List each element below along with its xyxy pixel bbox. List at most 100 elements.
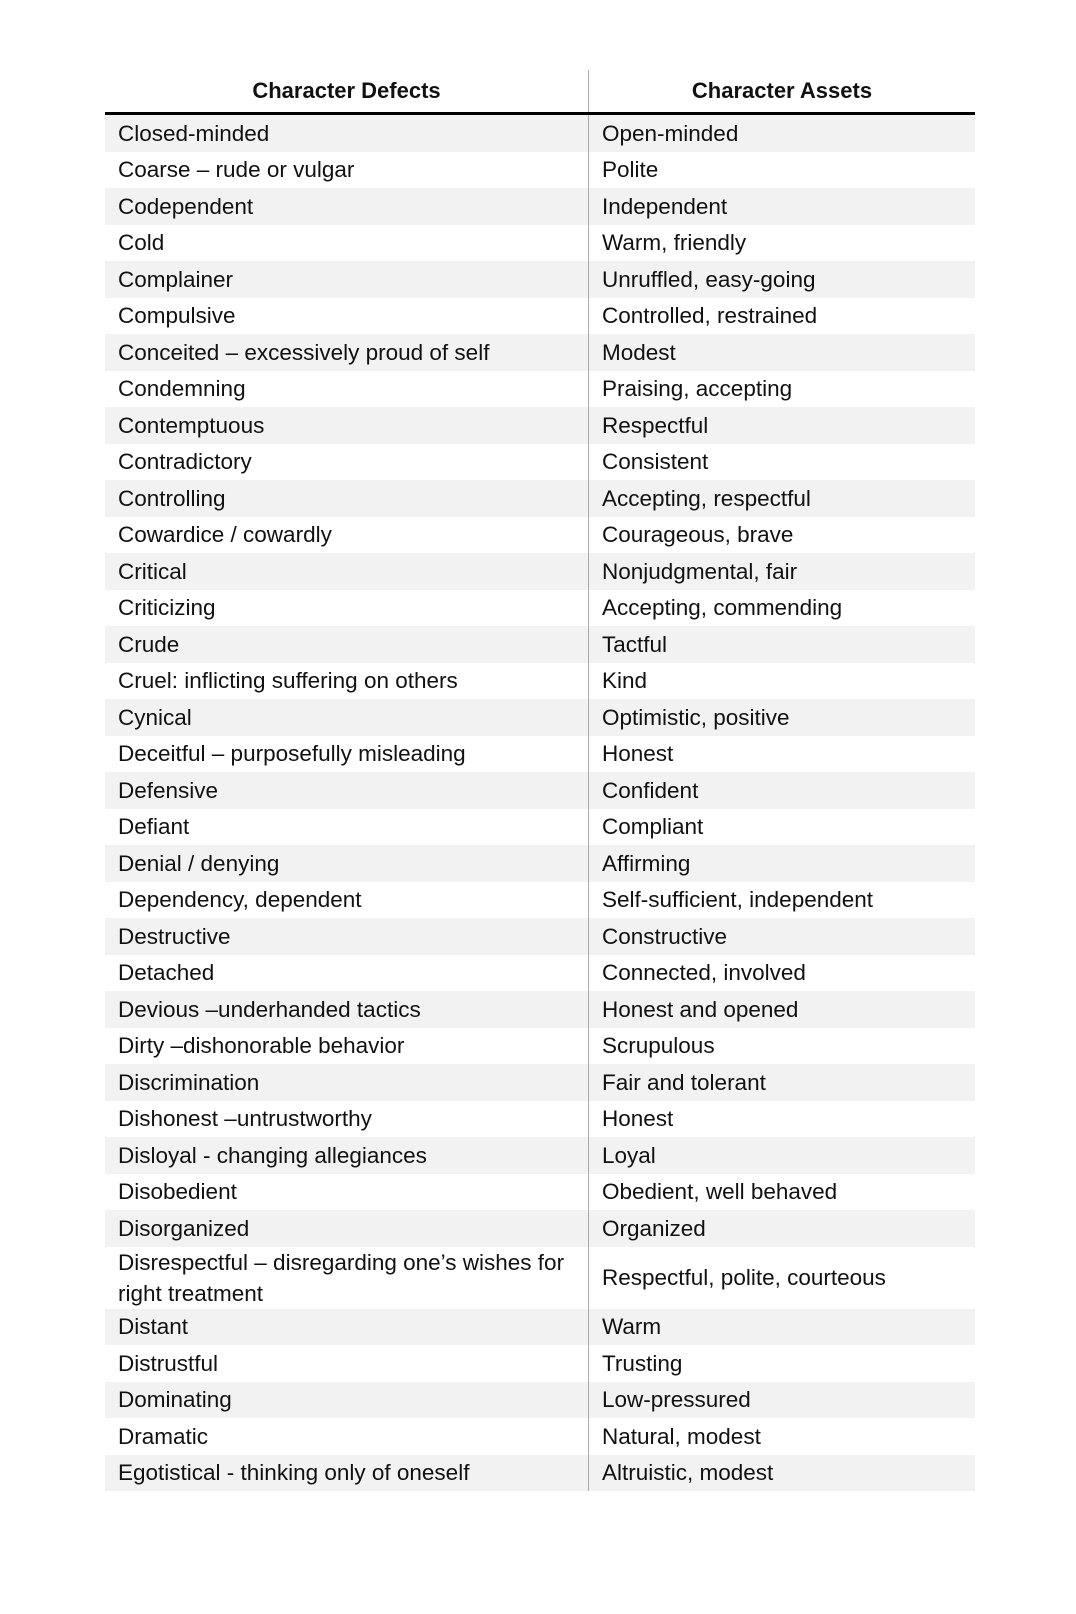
asset-cell: Self-sufficient, independent [602,887,874,913]
table-row: Disrespectful – disregarding one’s wishe… [105,1246,975,1309]
defect-cell: Compulsive [105,297,589,334]
asset-cell: Accepting, respectful [588,480,975,517]
table-row: Destructive Constructive [105,918,975,955]
asset-cell: Warm, friendly [602,230,747,256]
asset-cell: Constructive [588,918,975,955]
asset-cell: Controlled, restrained [602,303,818,329]
asset-cell: Loyal [588,1137,975,1174]
asset-cell: Respectful, polite, courteous [602,1265,886,1290]
asset-cell: Courageous, brave [602,522,794,548]
asset-cell: Respectful [588,407,975,444]
table-row: Criticizing Accepting, commending [105,589,975,626]
defect-cell: Coarse – rude or vulgar [105,151,589,188]
defect-cell: Detached [105,954,589,991]
table-row: Dramatic Natural, modest [105,1418,975,1455]
defect-cell: Deceitful – purposefully misleading [105,735,589,772]
defect-cell: Cynical [105,699,589,736]
table-row: Cold Warm, friendly [105,224,975,261]
defect-cell: Distrustful [105,1345,589,1382]
table-row: Discrimination Fair and tolerant [105,1064,975,1101]
asset-cell: Consistent [602,449,709,475]
asset-cell: Independent [588,188,975,225]
defect-cell: Cold [105,224,589,261]
header-row: Character Defects Character Assets [105,70,975,115]
defect-cell: Destructive [105,918,589,955]
asset-cell: Natural, modest [602,1423,761,1449]
defect-cell: Dirty –dishonorable behavior [105,1027,589,1064]
defect-cell: Conceited – excessively proud of self [105,334,589,371]
table-row: Defiant Compliant [105,808,975,845]
defect-cell: Dominating [105,1381,589,1418]
asset-cell: Tactful [588,626,975,663]
table-row: Disobedient Obedient, well behaved [105,1173,975,1210]
table-row: Coarse – rude or vulgar Polite [105,151,975,188]
asset-cell: Altruistic, modest [588,1454,975,1491]
defect-cell: Contemptuous [105,407,589,444]
table-row: Crude Tactful [105,626,975,663]
defect-cell: Dramatic [105,1418,589,1455]
table-row: Denial / denying Affirming [105,845,975,882]
table-row: Compulsive Controlled, restrained [105,297,975,334]
asset-cell: Fair and tolerant [588,1064,975,1101]
table-row: Dirty –dishonorable behavior Scrupulous [105,1027,975,1064]
defect-cell: Condemning [105,370,589,407]
asset-cell: Connected, involved [602,960,806,986]
defect-cell: Critical [105,553,589,590]
defect-cell: Contradictory [105,443,589,480]
asset-cell: Scrupulous [602,1033,715,1059]
table-row: Condemning Praising, accepting [105,370,975,407]
character-table: Character Defects Character Assets Close… [105,70,975,1491]
defect-cell: Devious –underhanded tactics [105,991,589,1028]
asset-cell: Accepting, commending [602,595,843,621]
defect-cell: Disloyal - changing allegiances [105,1137,589,1174]
asset-cell: Compliant [602,814,704,840]
defect-cell: Dishonest –untrustworthy [105,1100,589,1137]
asset-cell: Honest and opened [588,991,975,1028]
defect-cell: Discrimination [105,1064,589,1101]
header-assets: Character Assets [588,70,975,115]
asset-cell: Honest [602,1106,674,1132]
table-row: Conceited – excessively proud of self Mod… [105,334,975,371]
defect-cell: Criticizing [105,589,589,626]
asset-cell: Low-pressured [588,1381,975,1418]
asset-cell: Confident [588,772,975,809]
table-row: Complainer Unruffled, easy-going [105,261,975,298]
defect-cell: Distant [105,1308,589,1345]
table-row: Egotistical - thinking only of oneself Al… [105,1454,975,1491]
asset-cell: Trusting [602,1350,683,1376]
defect-cell: Controlling [105,480,589,517]
defect-cell: Cruel: inflicting suffering on others [105,662,589,699]
asset-cell: Polite [602,157,659,183]
defect-cell: Disorganized [105,1210,589,1247]
table-row: Cowardice / cowardly Courageous, brave [105,516,975,553]
table-row: Critical Nonjudgmental, fair [105,553,975,590]
table-row: Distrustful Trusting [105,1345,975,1382]
table-row: Contemptuous Respectful [105,407,975,444]
defect-cell: Cowardice / cowardly [105,516,589,553]
asset-cell: Kind [602,668,648,694]
defect-cell: Disrespectful – disregarding one’s wishe… [105,1246,589,1309]
defect-cell: Denial / denying [105,845,589,882]
defect-cell: Dependency, dependent [105,881,589,918]
table-row: Defensive Confident [105,772,975,809]
asset-cell: Obedient, well behaved [602,1179,838,1205]
asset-cell: Honest [602,741,674,767]
table-row: Disorganized Organized [105,1210,975,1247]
defect-cell: Disobedient [105,1173,589,1210]
table-row: Dishonest –untrustworthy Honest [105,1100,975,1137]
table-row: Closed-minded Open-minded [105,113,975,152]
defect-cell: Closed-minded [105,113,589,152]
table-row: Deceitful – purposefully misleading Hones… [105,735,975,772]
defect-cell: Complainer [105,261,589,298]
table-row: Contradictory Consistent [105,443,975,480]
asset-cell: Optimistic, positive [588,699,975,736]
asset-cell: Modest [588,334,975,371]
table-row: Controlling Accepting, respectful [105,480,975,517]
defect-cell: Crude [105,626,589,663]
table-row: Distant Warm [105,1308,975,1345]
defect-cell: Egotistical - thinking only of oneself [105,1454,589,1491]
defect-cell: Defiant [105,808,589,845]
table-row: Codependent Independent [105,188,975,225]
header-defects: Character Defects [105,70,589,115]
asset-cell: Unruffled, easy-going [588,261,975,298]
